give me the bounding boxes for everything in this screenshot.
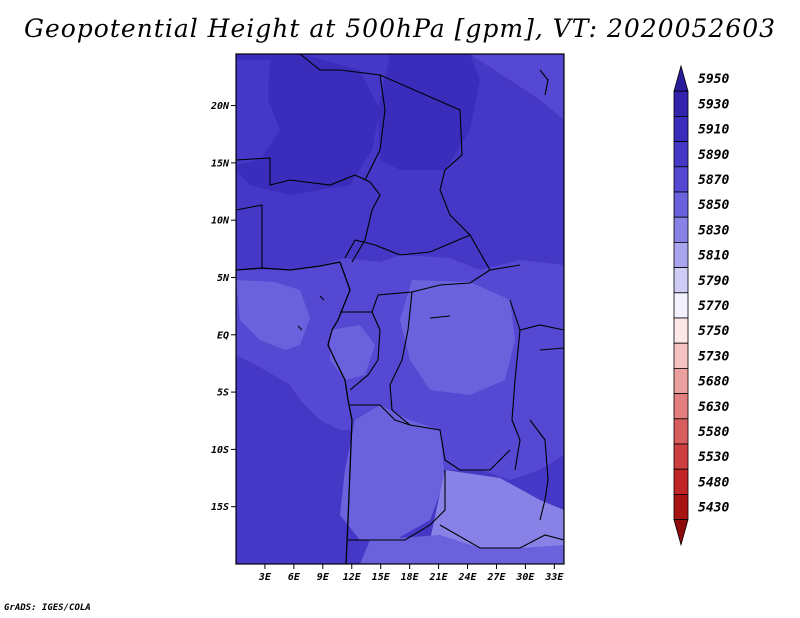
colorbar-level-label: 5530 xyxy=(698,450,729,465)
lat-tick-label: 15S xyxy=(211,502,229,513)
border-benin xyxy=(236,204,263,268)
border-uganda xyxy=(519,324,564,331)
colorbar-level-label: 5730 xyxy=(698,349,729,364)
country-borders xyxy=(236,54,564,564)
colorbar-level-label: 5950 xyxy=(698,72,729,87)
colorbar-swatch xyxy=(673,468,689,495)
colorbar-swatch xyxy=(673,418,689,445)
lon-tick-label: 24E xyxy=(457,572,477,583)
colorbar-swatch xyxy=(673,367,689,394)
latitude-axis: 20N 15N 10N 5N EQ 5S 10S 15S xyxy=(210,101,236,513)
atlantic-coastline xyxy=(236,261,353,564)
field-angola-cell xyxy=(340,405,445,540)
colorbar-swatch xyxy=(673,116,689,143)
lat-tick-label: EQ xyxy=(217,330,229,341)
field-west-band xyxy=(236,60,280,165)
lat-tick-label: 10N xyxy=(211,216,230,227)
lon-tick-label: 27E xyxy=(486,572,506,583)
lat-tick-label: 5S xyxy=(217,388,229,399)
colorbar-swatch xyxy=(673,393,689,420)
lon-tick-label: 3E xyxy=(258,572,272,583)
colorbar-level-label: 5430 xyxy=(698,501,729,516)
colorbar-level-label: 5770 xyxy=(698,299,729,314)
lon-tick-label: 30E xyxy=(515,572,535,583)
border-sahel-south xyxy=(236,157,381,263)
colorbar-level-label: 5480 xyxy=(698,475,729,490)
colorbar-level-label: 5580 xyxy=(698,425,729,440)
colorbar-level-label: 5790 xyxy=(698,274,729,289)
colorbar-swatch xyxy=(673,443,689,470)
colorbar-arrow-top xyxy=(673,64,689,92)
colorbar-swatch xyxy=(673,90,689,117)
map-frame xyxy=(235,53,565,565)
field-high-sahara xyxy=(378,54,480,170)
colorbar-swatch xyxy=(673,191,689,218)
field-gabon-cell xyxy=(236,280,310,350)
height-field xyxy=(236,54,564,564)
colorbar-swatch xyxy=(673,317,689,344)
colorbar: 5950 5930 5910 5890 5870 5850 5830 5810 5790 5770… xyxy=(673,64,729,547)
lat-tick-label: 15N xyxy=(211,158,230,169)
lon-tick-label: 12E xyxy=(343,572,362,583)
lon-tick-label: 21E xyxy=(429,572,449,583)
colorbar-arrow-bottom xyxy=(673,519,689,547)
border-drc-east xyxy=(509,299,521,471)
colorbar-level-label: 5810 xyxy=(698,249,729,264)
field-high-north xyxy=(236,54,380,195)
border-car-north xyxy=(344,234,471,259)
colorbar-swatch xyxy=(673,166,689,193)
lat-tick-label: 5N xyxy=(217,273,230,284)
border-zambia-south xyxy=(439,524,564,549)
longitude-axis: 3E 6E 9E 12E 15E 18E 21E 24E 27E 30E 33E xyxy=(258,564,564,583)
colorbar-level-label: 5870 xyxy=(698,173,729,188)
map-title: Geopotential Height at 500hPa [gpm], VT:… xyxy=(23,14,777,43)
lon-tick-label: 15E xyxy=(372,572,391,583)
colorbar-swatch xyxy=(673,493,689,520)
border-red-sea xyxy=(539,69,549,96)
colorbar-level-label: 5910 xyxy=(698,123,729,138)
border-congo-west xyxy=(349,311,381,391)
lon-tick-label: 6E xyxy=(288,572,301,583)
colorbar-swatch xyxy=(673,241,689,268)
lake-outlines xyxy=(297,295,451,331)
credit-label: GrADS: IGES/COLA xyxy=(4,603,91,613)
colorbar-level-label: 5930 xyxy=(698,97,729,112)
border-angola-south xyxy=(348,470,446,541)
lon-tick-label: 18E xyxy=(401,572,420,583)
colorbar-level-label: 5630 xyxy=(698,400,729,415)
colorbar-level-label: 5750 xyxy=(698,324,729,339)
colorbar-swatch xyxy=(673,216,689,243)
border-malawi xyxy=(529,419,549,521)
colorbar-level-label: 5850 xyxy=(698,198,729,213)
field-south-edge xyxy=(360,535,564,564)
field-southeast-low xyxy=(430,470,564,564)
colorbar-level-label: 5890 xyxy=(698,148,729,163)
field-coast-cell xyxy=(330,325,375,380)
colorbar-swatch xyxy=(673,342,689,369)
field-congo-cell xyxy=(400,280,515,395)
colorbar-level-label: 5680 xyxy=(698,375,729,390)
border-angola-north xyxy=(350,404,411,426)
lat-tick-label: 10S xyxy=(211,445,229,456)
colorbar-swatch xyxy=(673,141,689,168)
colorbar-swatch xyxy=(673,267,689,294)
colorbar-swatch xyxy=(673,292,689,319)
lon-tick-label: 33E xyxy=(544,572,564,583)
border-chad-sudan xyxy=(379,74,521,271)
border-kenya xyxy=(539,347,564,351)
colorbar-level-label: 5830 xyxy=(698,223,729,238)
lat-tick-label: 20N xyxy=(210,101,230,112)
lon-tick-label: 9E xyxy=(317,572,330,583)
